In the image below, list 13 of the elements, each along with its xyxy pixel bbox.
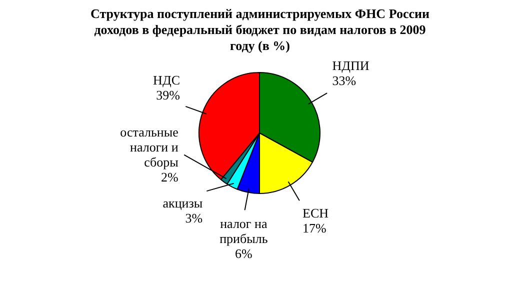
data-label: 6%: [234, 246, 252, 261]
data-label: 3%: [185, 210, 203, 226]
slice-label: налог на прибыль: [220, 216, 268, 246]
slice-label: ЕСН: [302, 206, 329, 221]
slice-label: акцизы: [162, 195, 203, 210]
slice-label: остальные налоги и сборы: [120, 124, 179, 170]
chart-title: Структура поступлений администрируемых ФНС России доходов в федеральный бюджет по видам налогов в 2009 году (в %): [90, 6, 430, 54]
data-label: 39%: [156, 87, 180, 102]
data-label: 33%: [332, 72, 356, 88]
data-label: 17%: [302, 220, 327, 236]
slice-label: НДС: [153, 72, 180, 88]
data-label: 2%: [161, 169, 178, 184]
slice-label: НДПИ: [332, 58, 370, 73]
